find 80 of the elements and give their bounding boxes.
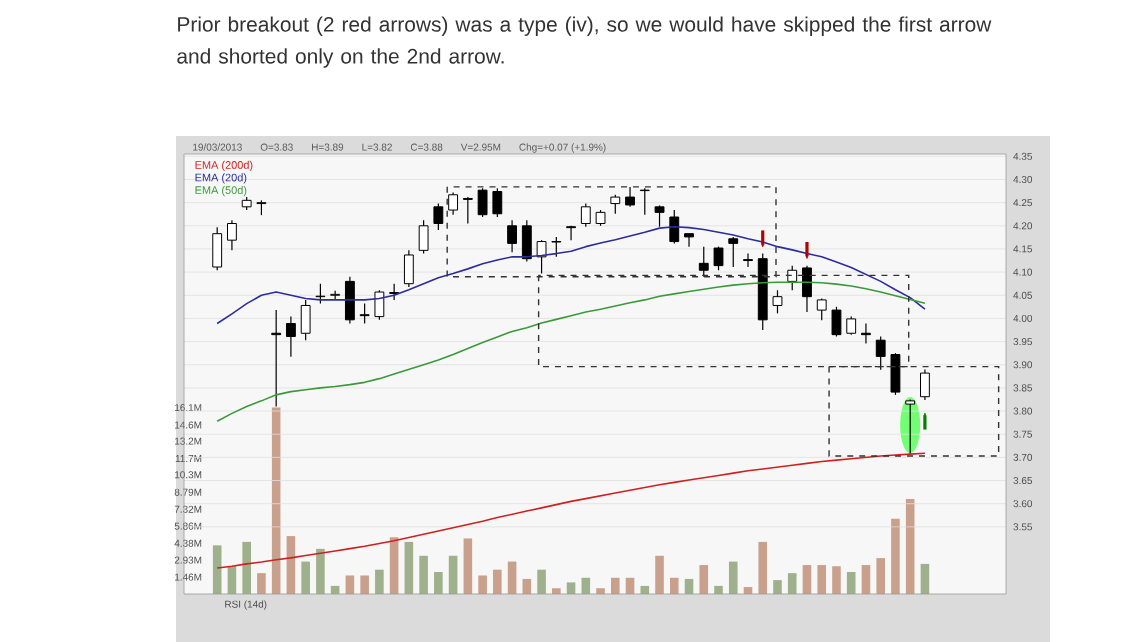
candlestick — [418, 219, 429, 255]
candlestick — [654, 204, 665, 228]
candlestick — [831, 306, 842, 338]
bar — [463, 538, 473, 594]
candlestick — [580, 202, 591, 228]
candlestick — [905, 398, 916, 455]
candlestick — [743, 252, 753, 268]
candlestick — [890, 352, 901, 396]
candlestick — [846, 315, 857, 336]
candlestick — [566, 225, 576, 241]
bar — [301, 561, 310, 594]
candlestick — [728, 236, 739, 268]
bar — [552, 588, 561, 594]
candlestick — [477, 187, 488, 218]
candlestick — [389, 283, 400, 301]
candlestick — [698, 246, 709, 278]
bar — [640, 585, 650, 594]
bar — [448, 555, 458, 594]
bar — [861, 565, 871, 594]
bar — [905, 499, 915, 594]
bar — [773, 580, 782, 594]
bar — [787, 573, 797, 594]
bar — [802, 565, 812, 594]
candlestick — [344, 276, 355, 325]
candlestick — [359, 303, 370, 325]
candlestick — [492, 187, 503, 218]
candlestick — [462, 196, 473, 225]
candlestick — [861, 322, 871, 345]
candlestick — [551, 236, 562, 258]
bar — [257, 573, 266, 594]
bar — [655, 555, 664, 594]
bar — [345, 575, 355, 594]
candlestick — [920, 368, 930, 401]
bar — [360, 575, 369, 594]
bar — [596, 588, 605, 594]
candlestick — [300, 299, 311, 341]
bar — [920, 563, 930, 594]
bar — [728, 561, 738, 594]
candlestick — [802, 265, 812, 313]
bar — [316, 548, 325, 594]
bar — [891, 518, 900, 594]
bar — [419, 555, 428, 594]
candlestick — [448, 191, 459, 216]
bar — [242, 541, 251, 594]
bar — [817, 565, 827, 594]
bar — [434, 572, 443, 594]
bar — [478, 575, 487, 594]
bar — [699, 565, 709, 594]
chart-title: Prior breakout (2 red arrows) was a type (iv), so we would have skipped the first arrow and shorted only on the 2nd arrow. — [177, 16, 992, 68]
bar — [832, 566, 841, 594]
candlestick — [374, 289, 385, 321]
candlestick — [271, 309, 282, 408]
candlestick — [625, 186, 635, 208]
candlestick — [507, 219, 517, 253]
bar — [537, 569, 546, 594]
candlestick — [285, 315, 296, 358]
bar — [375, 569, 384, 594]
candlestick — [787, 265, 798, 291]
candlestick — [403, 249, 414, 288]
candlestick — [521, 219, 532, 263]
bar — [714, 585, 723, 594]
candlestick — [669, 209, 680, 244]
candlestick — [536, 239, 547, 275]
candlestick — [227, 219, 237, 251]
bar — [493, 569, 502, 594]
candlestick — [772, 289, 783, 314]
candlestick — [684, 233, 694, 248]
bar — [876, 558, 885, 594]
candlestick — [433, 202, 444, 231]
candlestick — [212, 226, 223, 271]
bar — [846, 572, 856, 594]
bar — [610, 577, 620, 594]
bar — [404, 541, 414, 594]
bar — [669, 577, 679, 594]
bar — [758, 541, 768, 594]
candlestick — [875, 335, 886, 371]
bar — [212, 545, 222, 594]
candlestick — [330, 290, 341, 301]
candlestick — [639, 187, 650, 216]
candlestick — [610, 194, 621, 215]
